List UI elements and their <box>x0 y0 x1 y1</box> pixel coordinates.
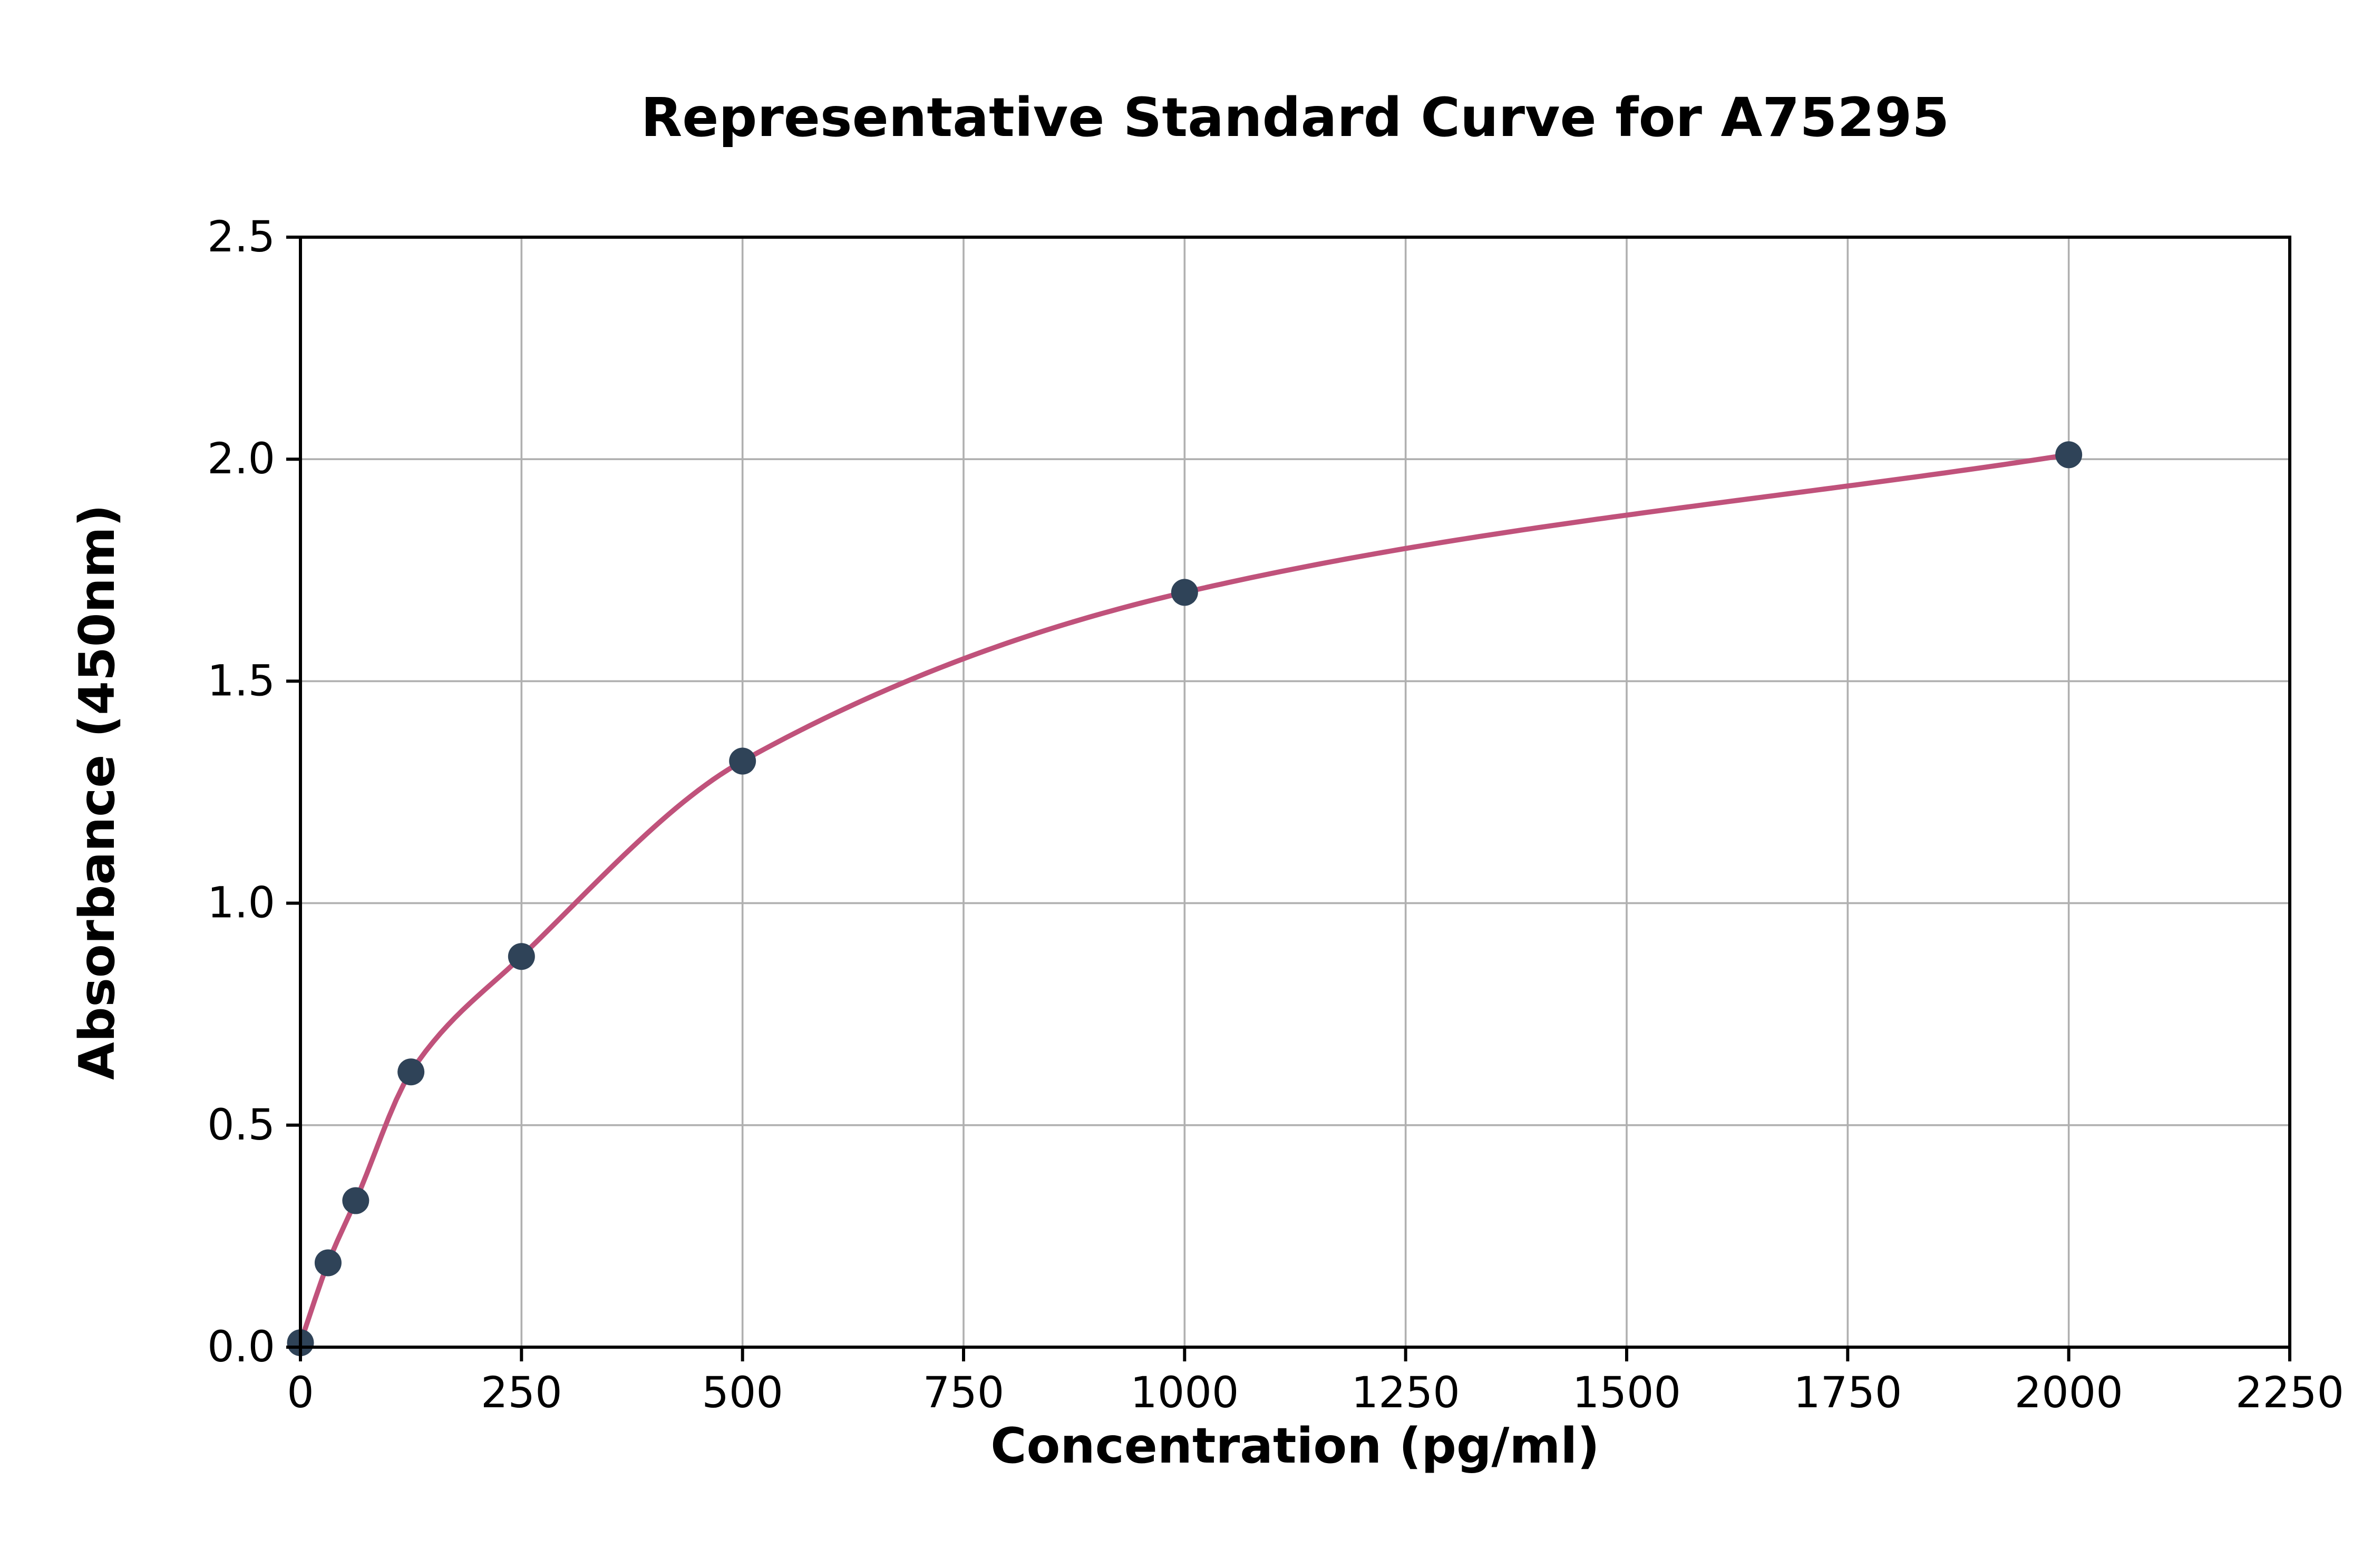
x-tick-label: 500 <box>702 1368 783 1418</box>
x-tick-label: 1250 <box>1352 1368 1460 1418</box>
y-tick-label: 2.0 <box>207 434 275 484</box>
y-tick-label: 0.5 <box>207 1100 275 1150</box>
x-tick-label: 0 <box>287 1368 314 1418</box>
x-axis-label: Concentration (pg/ml) <box>990 1417 1600 1474</box>
x-tick-label: 1000 <box>1130 1368 1239 1418</box>
data-point <box>2055 441 2083 469</box>
x-tick-label: 2000 <box>2015 1368 2123 1418</box>
data-point <box>1171 579 1198 606</box>
x-tick-label: 2250 <box>2235 1368 2344 1418</box>
y-axis-label: Absorbance (450nm) <box>69 504 125 1080</box>
x-tick-label: 1750 <box>1793 1368 1902 1418</box>
data-point <box>314 1249 342 1277</box>
data-point <box>508 943 535 970</box>
x-tick-label: 250 <box>481 1368 562 1418</box>
y-tick-label: 2.5 <box>207 212 275 262</box>
y-tick-label: 0.0 <box>207 1322 275 1372</box>
data-point <box>729 747 756 775</box>
y-tick-label: 1.0 <box>207 879 275 928</box>
x-tick-label: 750 <box>923 1368 1005 1418</box>
x-tick-label: 1500 <box>1572 1368 1681 1418</box>
data-point <box>397 1058 425 1086</box>
chart-title: Representative Standard Curve for A75295 <box>641 86 1950 149</box>
y-tick-label: 1.5 <box>207 656 275 706</box>
data-point <box>342 1187 370 1214</box>
plot-border <box>299 236 2291 1349</box>
